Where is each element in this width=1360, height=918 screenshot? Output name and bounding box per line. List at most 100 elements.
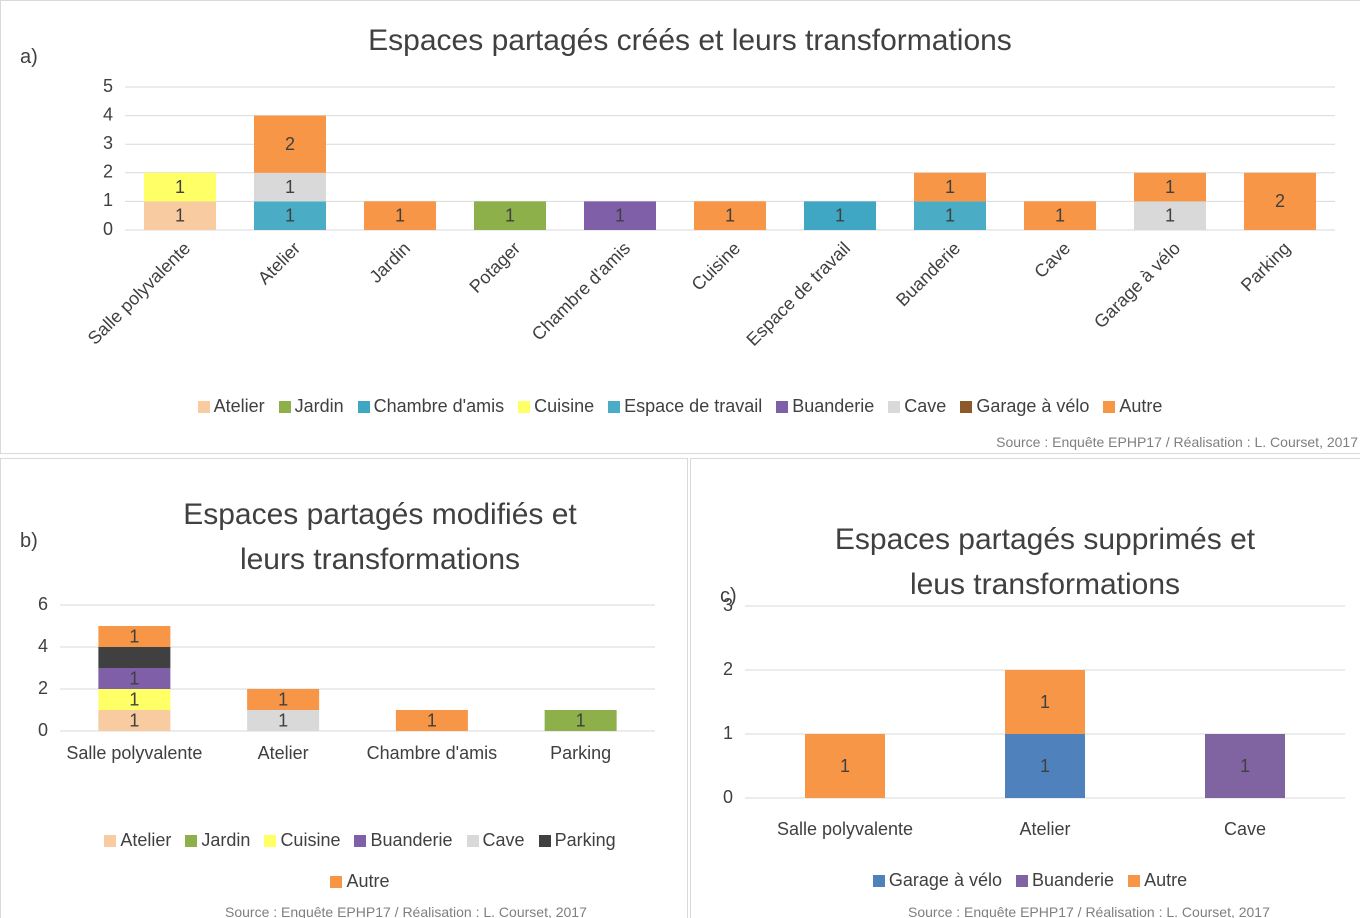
data-label: 1	[1165, 205, 1175, 225]
legend-swatch	[330, 875, 343, 888]
panel-label: b)	[20, 530, 38, 552]
legend-label: Autre	[1144, 870, 1188, 890]
bar-segment	[254, 172, 326, 202]
data-label: 1	[1240, 756, 1250, 776]
bar-segment	[1244, 172, 1316, 230]
legend-item: Atelier	[197, 396, 265, 417]
y-tick-label: 2	[103, 162, 113, 182]
x-tick-label: Atelier	[1019, 819, 1071, 839]
x-tick-label: Parking	[550, 743, 612, 763]
legend-label: Garage à vélo	[976, 396, 1090, 416]
y-tick-label: 5	[103, 76, 113, 96]
y-tick-label: 1	[723, 723, 733, 743]
legend: Garage à vélo Buanderie Autre	[720, 870, 1340, 891]
y-tick-label: 2	[723, 659, 733, 679]
legend-label: Cuisine	[280, 830, 341, 850]
data-label: 1	[285, 205, 295, 225]
data-label: 1	[395, 205, 405, 225]
legend-swatch	[354, 834, 367, 847]
data-label: 1	[835, 205, 845, 225]
data-label: 1	[129, 647, 139, 667]
data-label: 1	[1040, 756, 1050, 776]
legend-item: Autre	[1128, 870, 1187, 891]
x-tick-label: Garage à vélo	[1090, 238, 1184, 332]
bar-segment	[98, 710, 171, 731]
bar-segment	[584, 201, 656, 230]
bar-segment	[254, 115, 326, 173]
legend: Atelier Jardin Cuisine Buanderie Cave Parking…	[70, 830, 650, 892]
data-label: 1	[278, 710, 288, 730]
legend-item: Cave	[466, 830, 525, 851]
x-tick-label: Espace de travail	[742, 238, 854, 350]
bar-segment	[1005, 670, 1085, 734]
legend-item: Garage à vélo	[872, 870, 1002, 891]
bar-segment	[98, 668, 171, 689]
legend-item: Autre	[330, 871, 390, 892]
legend-item: Atelier	[104, 830, 171, 851]
bar-segment	[805, 734, 885, 798]
legend-label: Cuisine	[534, 396, 595, 416]
panel-label: a)	[20, 46, 38, 68]
data-label: 2	[1275, 191, 1285, 211]
bar-segment	[544, 710, 617, 731]
legend-label: Autre	[1119, 396, 1163, 416]
data-label: 1	[427, 710, 437, 730]
bar-segment	[395, 710, 468, 731]
legend-item: Buanderie	[776, 396, 874, 417]
x-tick-label: Chambre d'amis	[528, 238, 634, 344]
bar-segment	[98, 647, 171, 668]
data-label: 1	[285, 177, 295, 197]
bar-segment	[364, 201, 436, 230]
bar-segment	[98, 626, 171, 647]
y-tick-label: 0	[38, 720, 48, 740]
bar-segment	[98, 689, 171, 710]
panel-border	[0, 458, 688, 918]
data-label: 1	[129, 668, 139, 688]
legend-swatch	[538, 834, 551, 847]
legend-swatch	[518, 400, 531, 413]
bar-segment	[144, 172, 216, 202]
panel-border	[0, 0, 1360, 454]
legend-label: Buanderie	[1031, 870, 1115, 890]
legend-label: Parking	[554, 830, 616, 850]
legend-label: Buanderie	[370, 830, 453, 850]
x-tick-label: Atelier	[257, 743, 309, 763]
bar-segment	[1205, 734, 1285, 798]
legend-item: Autre	[1103, 396, 1162, 417]
legend-swatch	[185, 834, 198, 847]
chart-title: Espaces partagés créés et leurs transfor…	[368, 24, 1012, 57]
panel-label: c)	[720, 585, 737, 607]
legend-item: Buanderie	[354, 830, 453, 851]
data-label: 1	[129, 689, 139, 709]
legend-swatch	[104, 834, 117, 847]
y-tick-label: 0	[103, 219, 113, 239]
legend-swatch	[357, 400, 370, 413]
y-tick-label: 6	[38, 594, 48, 614]
legend-label: Cave	[482, 830, 525, 850]
bar-segment	[247, 689, 320, 710]
bar-segment	[247, 710, 320, 731]
legend-label: Cave	[904, 396, 947, 416]
legend-item: Cuisine	[518, 396, 594, 417]
bar-segment	[1024, 201, 1096, 230]
data-label: 1	[175, 177, 185, 197]
x-tick-label: Cave	[1030, 238, 1074, 282]
x-tick-label: Buanderie	[892, 238, 964, 310]
legend-label: Jardin	[201, 830, 251, 850]
x-tick-label: Chambre d'amis	[366, 743, 498, 763]
legend-item: Garage à vélo	[960, 396, 1089, 417]
legend-label: Autre	[346, 871, 390, 891]
legend-item: Jardin	[278, 396, 344, 417]
legend-item: Cuisine	[264, 830, 340, 851]
data-label: 1	[278, 689, 288, 709]
legend-label: Jardin	[294, 396, 344, 416]
legend-swatch	[278, 400, 291, 413]
x-tick-label: Jardin	[365, 238, 414, 287]
x-tick-label: Potager	[465, 238, 524, 297]
legend-item: Parking	[538, 830, 616, 851]
bar-segment	[144, 201, 216, 230]
legend-swatch	[1015, 874, 1028, 887]
y-tick-label: 4	[38, 636, 48, 656]
legend-label: Garage à vélo	[888, 870, 1002, 890]
